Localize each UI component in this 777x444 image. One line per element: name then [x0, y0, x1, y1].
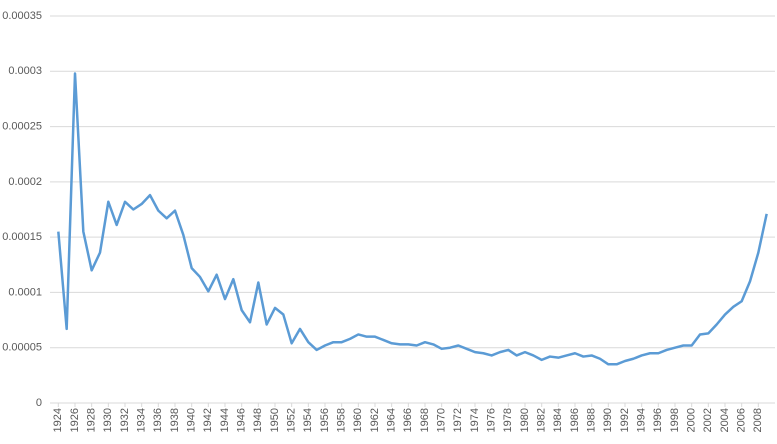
- x-tick-label: 1938: [169, 408, 181, 432]
- x-tick-label: 1974: [469, 408, 481, 432]
- data-line: [57, 72, 768, 366]
- x-tick-label: 2000: [686, 408, 698, 432]
- y-tick-label: 0.0003: [8, 65, 42, 77]
- x-tick-label: 1998: [669, 408, 681, 432]
- x-tick-label: 1930: [102, 408, 114, 432]
- x-tick-label: 1994: [636, 408, 648, 432]
- x-tick-label: 1940: [186, 408, 198, 432]
- y-tick-label: 0.00015: [2, 231, 42, 243]
- x-tick-label: 1942: [202, 408, 214, 432]
- x-tick-label: 2006: [736, 408, 748, 432]
- x-tick-label: 1984: [552, 408, 564, 432]
- x-tick-label: 1928: [86, 408, 98, 432]
- x-tick-label: 1996: [652, 408, 664, 432]
- x-tick-label: 1950: [269, 408, 281, 432]
- x-tick-label: 1944: [219, 408, 231, 432]
- x-tick-label: 1962: [369, 408, 381, 432]
- x-tick-label: 1960: [352, 408, 364, 432]
- x-tick-label: 1988: [586, 408, 598, 432]
- x-tick-label: 2002: [702, 408, 714, 432]
- x-tick-label: 1934: [136, 408, 148, 432]
- y-tick-label: 0.0001: [8, 286, 42, 298]
- x-tick-label: 1936: [152, 408, 164, 432]
- x-tick-label: 1932: [119, 408, 131, 432]
- x-tick-label: 1970: [436, 408, 448, 432]
- x-tick-label: 1972: [452, 408, 464, 432]
- x-tick-label: 1964: [386, 408, 398, 432]
- x-tick-label: 1946: [236, 408, 248, 432]
- y-tick-label: 0: [36, 397, 42, 409]
- x-tick-label: 1990: [602, 408, 614, 432]
- x-tick-label: 1986: [569, 408, 581, 432]
- x-tick-label: 1954: [302, 408, 314, 432]
- x-tick-label: 1948: [252, 408, 264, 432]
- x-tick-label: 1992: [619, 408, 631, 432]
- x-tick-label: 1956: [319, 408, 331, 432]
- x-tick-label: 1976: [486, 408, 498, 432]
- x-tick-label: 1980: [519, 408, 531, 432]
- x-tick-label: 1924: [52, 408, 64, 432]
- x-tick-label: 1982: [536, 408, 548, 432]
- x-tick-label: 1978: [502, 408, 514, 432]
- y-tick-label: 0.0002: [8, 176, 42, 188]
- x-tick-label: 1952: [286, 408, 298, 432]
- x-tick-label: 2008: [752, 408, 764, 432]
- y-tick-label: 0.00035: [2, 10, 42, 22]
- x-tick-label: 1968: [419, 408, 431, 432]
- y-tick-label: 0.00005: [2, 342, 42, 354]
- x-tick-label: 1966: [402, 408, 414, 432]
- x-tick-label: 2004: [719, 408, 731, 432]
- x-tick-label: 1926: [69, 408, 81, 432]
- x-tick-label: 1958: [336, 408, 348, 432]
- y-tick-label: 0.00025: [2, 120, 42, 132]
